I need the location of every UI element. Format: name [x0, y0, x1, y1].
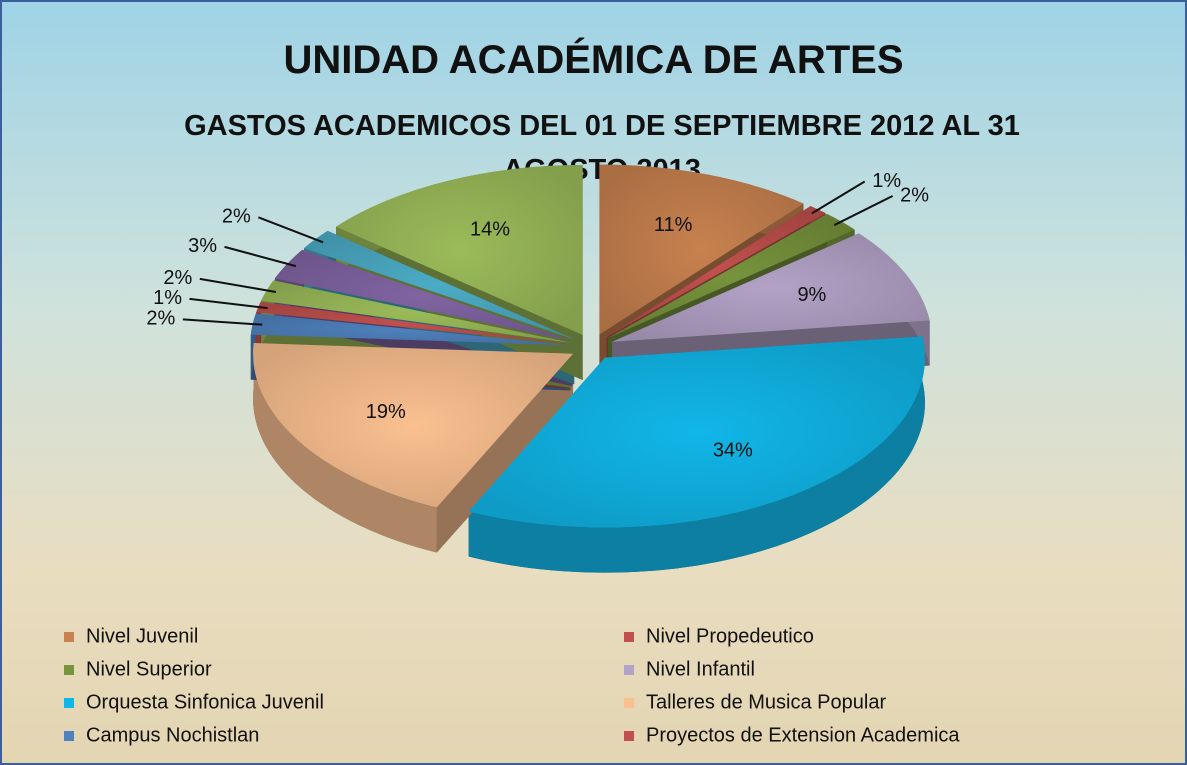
legend-swatch [624, 731, 634, 741]
legend-label: Talleres de Musica Popular [646, 691, 886, 713]
data-label: 1% [153, 287, 182, 309]
leader-line [182, 318, 263, 326]
data-label: 14% [470, 219, 510, 241]
legend-label: Proyectos de Extension Academica [646, 724, 960, 746]
data-label: 34% [713, 439, 753, 461]
legend-swatch [64, 632, 74, 642]
slice-edge [253, 343, 437, 553]
data-label: 2% [222, 206, 251, 228]
slice [608, 214, 855, 338]
slice-wall [436, 353, 574, 553]
legend-swatch [64, 731, 74, 741]
slice-edge [468, 336, 925, 573]
data-label: 2% [146, 308, 175, 330]
data-label: 1% [872, 170, 901, 192]
legend-label: Nivel Juvenil [86, 625, 198, 647]
chart-subtitle: GASTOS ACADEMICOS DEL 01 DE SEPTIEMBRE 2… [184, 110, 1020, 186]
data-label: 11% [654, 214, 693, 236]
legend-label: Nivel Infantil [646, 658, 755, 680]
leader-line [224, 245, 297, 268]
data-label: 19% [366, 401, 406, 423]
slice [250, 313, 571, 346]
legend-label: Nivel Propedeutico [646, 625, 814, 647]
pie-tops: 11%1%2%9%34%19%2%1%2%3%2%14% [146, 164, 930, 528]
legend-label: Campus Nochistlan [86, 724, 259, 746]
data-label: 9% [797, 284, 826, 306]
slice [274, 249, 573, 342]
slice [599, 164, 804, 335]
leader-line [258, 216, 324, 244]
legend-swatch [624, 698, 634, 708]
legend-swatch [624, 665, 634, 675]
chart-title: UNIDAD ACADÉMICA DE ARTES [283, 38, 904, 82]
slice [468, 336, 925, 528]
leader-line [811, 180, 866, 215]
slice [336, 165, 583, 336]
legend-label: Nivel Superior [86, 658, 212, 680]
data-label: 2% [900, 184, 929, 206]
leader-line [189, 297, 268, 310]
leader-line [199, 277, 277, 293]
slice [612, 233, 930, 342]
leader-line [833, 195, 894, 226]
legend-swatch [64, 698, 74, 708]
slice [304, 230, 575, 340]
legend-swatch [64, 665, 74, 675]
slice [261, 280, 572, 343]
slice [253, 343, 574, 508]
legend-swatch [624, 632, 634, 642]
slice [256, 301, 571, 345]
data-label: 3% [188, 235, 217, 257]
slice [606, 206, 826, 338]
legend-label: Orquesta Sinfonica Juvenil [86, 691, 324, 713]
data-label: 2% [163, 267, 192, 289]
